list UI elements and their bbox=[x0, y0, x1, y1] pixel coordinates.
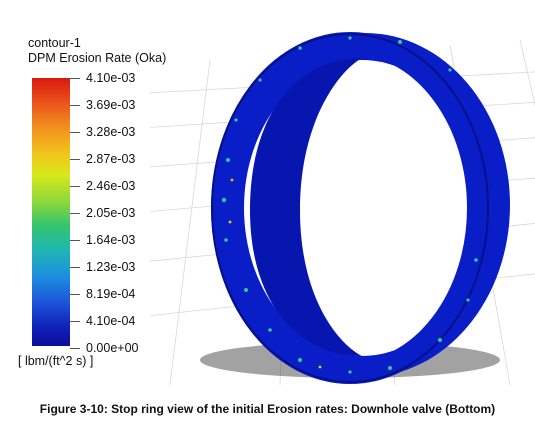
legend-subtitle: DPM Erosion Rate (Oka) bbox=[28, 51, 167, 65]
colorbar bbox=[32, 78, 70, 346]
legend-tick: 3.28e-03 bbox=[69, 125, 136, 139]
ring-inner-surface bbox=[250, 58, 362, 356]
legend-tick: 1.23e-03 bbox=[69, 260, 136, 274]
legend-tick: 4.10e-04 bbox=[69, 314, 136, 328]
contour-legend: contour-1 DPM Erosion Rate (Oka) 4.10e-0… bbox=[14, 36, 194, 376]
legend-tick: 8.19e-04 bbox=[69, 287, 136, 301]
legend-units: [ lbm/(ft^2 s) ] bbox=[18, 354, 94, 368]
legend-title: contour-1 bbox=[28, 36, 81, 50]
ring-3d-view[interactable] bbox=[150, 0, 535, 385]
legend-tick: 2.05e-03 bbox=[69, 206, 136, 220]
legend-tick: 2.46e-03 bbox=[69, 179, 136, 193]
legend-tick: 4.10e-03 bbox=[69, 71, 136, 85]
ring-rim-edge bbox=[211, 33, 489, 383]
legend-tick: 1.64e-03 bbox=[69, 233, 136, 247]
legend-tick: 0.00e+00 bbox=[69, 341, 139, 355]
legend-tick: 2.87e-03 bbox=[69, 152, 136, 166]
figure-caption: Figure 3-10: Stop ring view of the initi… bbox=[39, 402, 496, 416]
erosion-hot-spots bbox=[221, 36, 478, 374]
legend-tick: 3.69e-03 bbox=[69, 98, 136, 112]
graphics-viewport[interactable]: contour-1 DPM Erosion Rate (Oka) 4.10e-0… bbox=[0, 0, 535, 385]
